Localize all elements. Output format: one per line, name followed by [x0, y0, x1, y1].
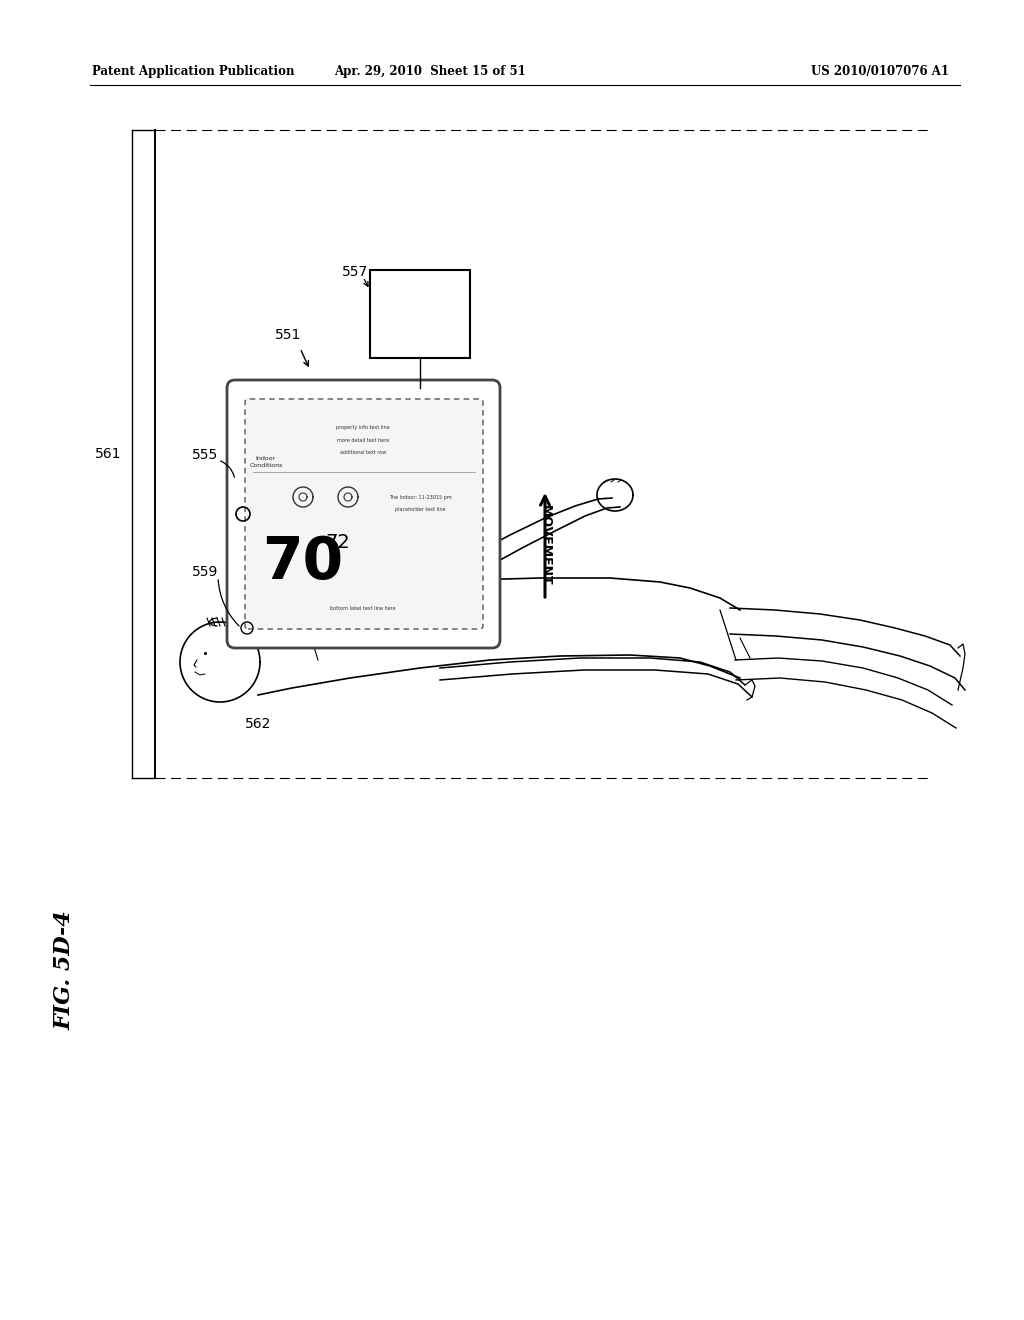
Text: 557: 557 — [342, 265, 368, 279]
Text: US 2010/0107076 A1: US 2010/0107076 A1 — [811, 66, 949, 78]
Text: Apr. 29, 2010  Sheet 15 of 51: Apr. 29, 2010 Sheet 15 of 51 — [334, 66, 526, 78]
Text: 70: 70 — [262, 533, 344, 590]
Text: placeholder text line: placeholder text line — [394, 507, 445, 512]
Text: property info text line: property info text line — [336, 425, 390, 429]
FancyBboxPatch shape — [227, 380, 500, 648]
Text: The Indoor: 11-23015 pm: The Indoor: 11-23015 pm — [389, 495, 452, 499]
Text: more detail text here: more detail text here — [337, 437, 389, 442]
Text: 559: 559 — [191, 565, 218, 579]
Text: additional text row: additional text row — [340, 450, 386, 455]
Text: 551: 551 — [274, 327, 301, 342]
Bar — [370, 271, 470, 358]
Text: Indoor
Conditions: Indoor Conditions — [249, 457, 283, 467]
FancyBboxPatch shape — [245, 399, 483, 630]
Text: 72: 72 — [326, 532, 350, 552]
Text: FIG. 5D-4: FIG. 5D-4 — [54, 909, 76, 1030]
Text: bottom label text line here: bottom label text line here — [330, 606, 396, 610]
Text: 562: 562 — [245, 717, 271, 731]
Text: 561: 561 — [95, 447, 121, 461]
Text: MOVEMENT: MOVEMENT — [539, 504, 552, 585]
Text: Patent Application Publication: Patent Application Publication — [92, 66, 295, 78]
Text: 555: 555 — [191, 447, 218, 462]
